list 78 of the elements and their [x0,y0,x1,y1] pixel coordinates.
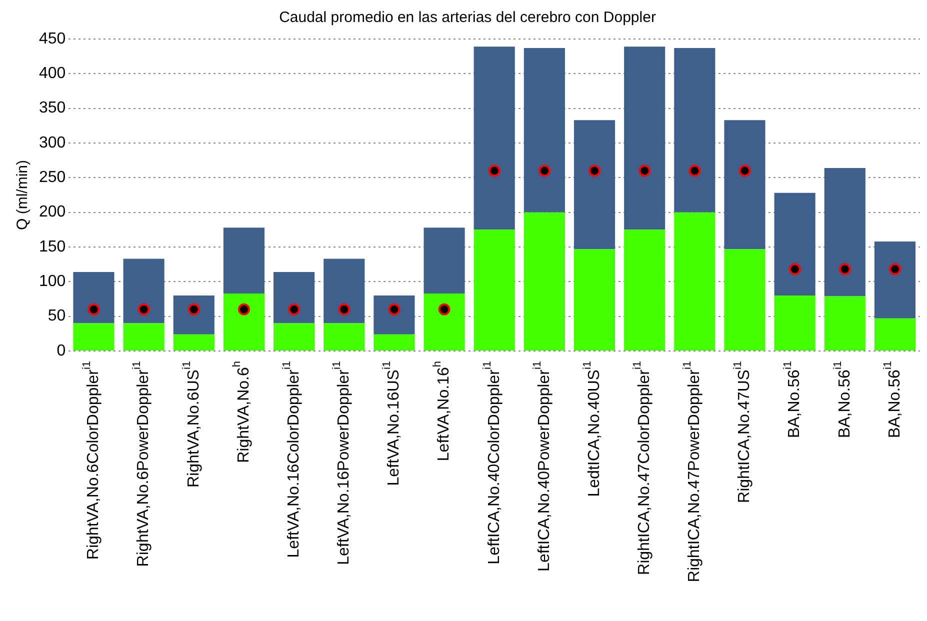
bar [624,46,666,230]
bar [724,120,766,250]
bar [324,323,365,350]
y-tick-label: 300 [38,134,66,152]
x-tick-label: LeftVA,No.16USi1 [381,361,403,486]
point [288,303,300,316]
x-tick-label: RightICA,No.47USi1 [732,361,754,503]
bar [374,334,415,350]
point [438,303,450,316]
bar [73,323,114,350]
point [788,263,801,276]
y-tick-label: 250 [38,169,66,186]
y-tick-label: 0 [56,342,66,360]
bar [674,212,716,350]
bar [424,293,465,350]
y-axis-title: Q (ml/min) [14,160,32,230]
x-tick-label: LeftVA,No.16h [431,360,453,462]
x-tick-label: RightVA,No.6ColorDoppleri1 [80,361,102,560]
x-tick-label: LedtICA,No.40USi1 [582,361,603,497]
bar [524,212,565,350]
x-tick-label: LeftVA,No.16PowerDoppleri1 [331,361,353,565]
bar [874,318,916,350]
point [888,263,901,276]
point [88,303,100,316]
x-tick-label: BA,No.56i1 [882,361,904,438]
bar [774,192,816,296]
bar [223,228,264,294]
bar [674,48,716,212]
y-tick-label: 50 [48,308,66,325]
bar [374,296,415,334]
x-tick-label: BA,No.56i1 [832,361,854,438]
point [638,164,651,177]
bar [824,168,866,296]
bar [474,46,515,230]
point [838,263,851,276]
point [538,164,550,177]
bar [274,323,315,350]
bar [424,228,465,294]
bar [574,249,616,350]
bar [774,296,816,350]
bar [123,323,164,350]
bar [824,296,866,350]
bar [324,258,365,324]
y-tick-label: 200 [38,204,66,221]
y-tick-label: 350 [38,100,66,117]
point [138,303,150,316]
point [488,164,500,177]
x-tick-label: RightVA,No.6PowerDoppleri1 [130,361,152,567]
point [588,164,600,177]
x-tick-label: RightICA,No.47ColorDoppleri1 [632,361,653,575]
bar [173,334,214,350]
bar [73,272,114,324]
bar [474,230,515,350]
chart-title: Caudal promedio en las arterias del cerebro con Doppler [279,9,656,26]
point [738,164,751,177]
y-tick-label: 400 [38,65,66,82]
point [238,303,250,316]
bar [874,241,916,318]
y-tick-label: 100 [38,273,66,290]
bar [173,296,214,334]
bar [274,272,315,324]
point [688,164,701,177]
x-tick-label: LeftICA,No.40PowerDoppleri1 [531,361,553,572]
bar [123,258,164,324]
bar [223,293,264,350]
bar [524,48,565,212]
x-tick-label: RightVA,No.6USi1 [180,361,202,488]
x-tick-label: RightVA,No.6h [230,360,252,463]
point [338,303,350,316]
y-tick-label: 450 [38,30,66,48]
x-tick-label: LeftICA,No.40ColorDoppleri1 [481,361,503,564]
bar [624,230,666,350]
x-tick-label: RightICA,No.47PowerDoppleri1 [682,361,704,582]
x-tick-label: LeftVA,No.16ColorDoppleri1 [281,361,302,558]
x-tick-label: BA,No.56i1 [782,361,804,438]
y-tick-label: 150 [38,238,66,256]
bar [724,249,766,350]
bar [574,120,616,250]
